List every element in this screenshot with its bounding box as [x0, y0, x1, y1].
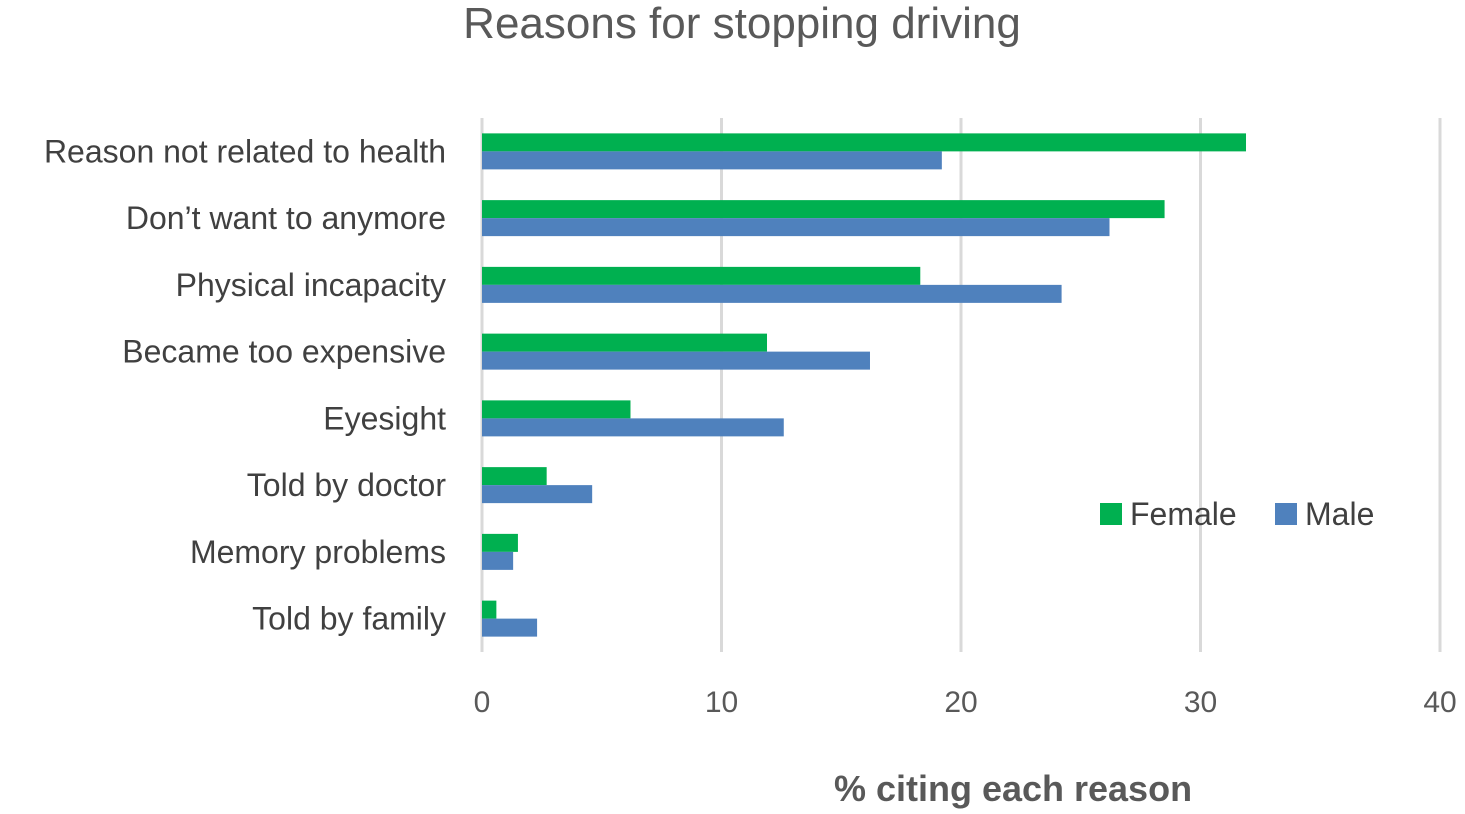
bar-female-1	[482, 200, 1165, 219]
category-label: Memory problems	[190, 534, 446, 570]
chart-title: Reasons for stopping driving	[463, 0, 1021, 48]
category-label: Eyesight	[323, 400, 446, 436]
legend-label-male: Male	[1305, 496, 1374, 532]
legend-label-female: Female	[1130, 496, 1237, 532]
legend: Female Male	[1100, 496, 1374, 532]
bar-female-3	[482, 333, 768, 352]
bar-male-7	[482, 618, 538, 637]
category-label: Physical incapacity	[176, 267, 446, 303]
x-tick-label: 30	[1184, 686, 1217, 719]
bars	[482, 133, 1247, 637]
bar-male-6	[482, 551, 514, 570]
category-label: Don’t want to anymore	[126, 200, 446, 236]
x-tick-labels: 0 10 20 30 40	[474, 686, 1457, 719]
gridlines	[480, 118, 1442, 652]
bar-male-0	[482, 151, 942, 170]
bar-female-5	[482, 467, 547, 486]
bar-female-0	[482, 133, 1247, 152]
x-tick-label: 20	[944, 686, 977, 719]
category-label: Reason not related to health	[44, 133, 446, 169]
bar-male-4	[482, 418, 784, 437]
bar-male-2	[482, 284, 1062, 303]
x-tick-label: 40	[1423, 686, 1456, 719]
category-label: Told by doctor	[247, 467, 447, 503]
bar-female-2	[482, 266, 921, 285]
bar-female-4	[482, 400, 631, 419]
legend-swatch-male	[1275, 503, 1297, 525]
x-tick-label: 0	[474, 686, 491, 719]
legend-swatch-female	[1100, 503, 1122, 525]
category-label: Told by family	[252, 601, 446, 637]
category-labels: Reason not related to health Don’t want t…	[44, 133, 446, 636]
bar-male-3	[482, 351, 870, 370]
x-axis-title: % citing each reason	[834, 768, 1192, 809]
bar-female-6	[482, 533, 518, 552]
category-label: Became too expensive	[122, 334, 446, 370]
bar-male-1	[482, 218, 1110, 237]
bar-female-7	[482, 600, 497, 619]
bar-male-5	[482, 485, 593, 504]
x-tick-label: 10	[705, 686, 738, 719]
